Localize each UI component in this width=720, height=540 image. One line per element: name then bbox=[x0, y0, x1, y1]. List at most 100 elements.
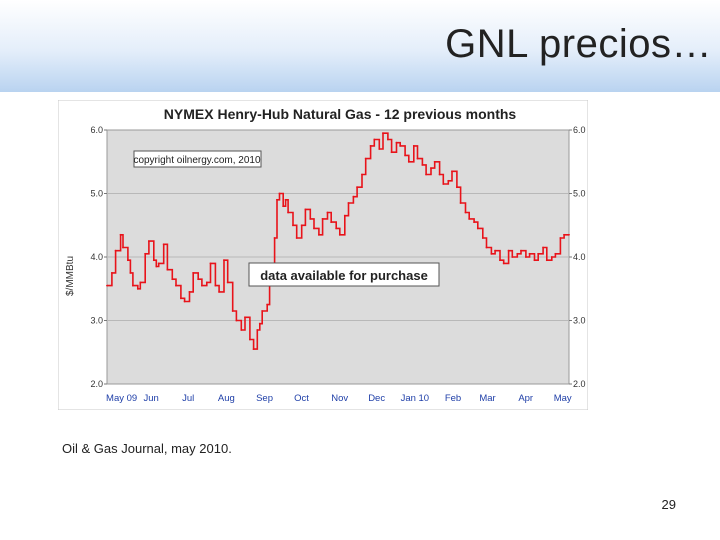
data-point bbox=[197, 278, 200, 281]
data-point bbox=[442, 183, 445, 185]
data-point bbox=[252, 348, 255, 350]
data-point bbox=[520, 249, 522, 252]
data-point bbox=[343, 214, 346, 217]
data-point bbox=[278, 192, 281, 195]
data-point bbox=[525, 256, 527, 258]
data-point bbox=[180, 297, 182, 300]
data-point bbox=[563, 233, 565, 236]
data-point bbox=[258, 322, 261, 325]
data-point bbox=[226, 281, 229, 284]
data-point bbox=[490, 252, 493, 255]
x-tick-label: May 09 bbox=[106, 393, 137, 404]
purchase-note-text: data available for purchase bbox=[260, 268, 428, 283]
copyright-text: copyright oilnergy.com, 2010 bbox=[133, 155, 261, 166]
data-point bbox=[425, 173, 427, 176]
series-layer bbox=[106, 132, 570, 350]
data-point bbox=[464, 211, 467, 214]
data-point bbox=[132, 284, 134, 287]
data-point bbox=[516, 252, 519, 255]
x-tick-label: Nov bbox=[331, 393, 348, 404]
data-point bbox=[352, 195, 355, 198]
data-point bbox=[369, 145, 372, 147]
data-point bbox=[183, 300, 186, 303]
data-point bbox=[249, 338, 251, 341]
data-point bbox=[507, 249, 510, 252]
data-point bbox=[378, 148, 381, 150]
data-point bbox=[139, 281, 142, 284]
data-point bbox=[287, 211, 289, 214]
data-point bbox=[111, 272, 113, 274]
data-point bbox=[106, 284, 108, 287]
data-point bbox=[433, 160, 436, 163]
data-point bbox=[318, 233, 320, 236]
data-point bbox=[451, 170, 453, 173]
data-point bbox=[155, 265, 158, 268]
data-point bbox=[218, 291, 221, 293]
data-point bbox=[511, 256, 514, 258]
data-point bbox=[162, 243, 165, 246]
data-point bbox=[175, 284, 177, 287]
data-point bbox=[205, 281, 208, 284]
data-point bbox=[468, 218, 471, 220]
data-point bbox=[537, 252, 540, 255]
data-point bbox=[136, 287, 139, 290]
slide-header: GNL precios… bbox=[0, 0, 720, 92]
purchase-note-box: data available for purchase bbox=[248, 262, 440, 287]
data-point bbox=[209, 262, 212, 265]
y-tick-label-right: 4.0 bbox=[573, 252, 586, 262]
data-point bbox=[114, 249, 117, 252]
data-point bbox=[499, 259, 501, 262]
page-number: 29 bbox=[661, 497, 676, 512]
data-point bbox=[382, 132, 384, 135]
data-point bbox=[404, 154, 406, 157]
slide-title: GNL precios… bbox=[445, 22, 712, 66]
data-point bbox=[284, 198, 287, 201]
data-point bbox=[390, 151, 393, 154]
series-line bbox=[107, 132, 569, 350]
natural-gas-price-chart: NYMEX Henry-Hub Natural Gas - 12 previou… bbox=[58, 100, 588, 410]
data-point bbox=[361, 173, 363, 176]
data-point bbox=[256, 329, 259, 331]
data-point bbox=[223, 259, 225, 262]
copyright-box: copyright oilnergy.com, 2010 bbox=[133, 150, 262, 168]
x-tick-label: Aug bbox=[218, 393, 235, 404]
data-point bbox=[533, 259, 536, 262]
gridlines bbox=[104, 129, 572, 385]
data-point bbox=[373, 138, 376, 141]
data-point bbox=[399, 145, 402, 147]
data-point bbox=[295, 237, 298, 239]
data-point bbox=[494, 249, 496, 252]
x-tick-label: Jan 10 bbox=[401, 393, 430, 404]
data-point bbox=[459, 202, 462, 204]
y-tick-label-right: 5.0 bbox=[573, 189, 586, 199]
data-point bbox=[244, 316, 246, 319]
data-point bbox=[119, 233, 122, 236]
data-point bbox=[395, 141, 398, 144]
data-point bbox=[559, 237, 562, 239]
data-point bbox=[568, 233, 570, 236]
data-point bbox=[192, 272, 195, 274]
data-point bbox=[261, 310, 264, 312]
y-tick-label-right: 3.0 bbox=[573, 316, 586, 326]
chart-title: NYMEX Henry-Hub Natural Gas - 12 previou… bbox=[164, 106, 517, 122]
x-tick-label: Dec bbox=[368, 393, 385, 404]
data-point bbox=[330, 221, 333, 223]
data-point bbox=[214, 284, 217, 287]
data-point bbox=[338, 233, 341, 236]
data-point bbox=[473, 221, 475, 223]
source-caption: Oil & Gas Journal, may 2010. bbox=[62, 441, 232, 456]
y-tick-label-left: 4.0 bbox=[90, 252, 103, 262]
data-point bbox=[235, 319, 238, 322]
data-point bbox=[282, 205, 285, 208]
data-point bbox=[481, 237, 484, 239]
data-point bbox=[416, 157, 419, 160]
x-tick-label: Jun bbox=[144, 393, 159, 404]
data-point bbox=[476, 227, 479, 230]
data-point bbox=[152, 259, 155, 262]
x-tick-label: Oct bbox=[294, 393, 309, 404]
data-point bbox=[273, 237, 276, 239]
data-point bbox=[321, 218, 324, 220]
chart-container: NYMEX Henry-Hub Natural Gas - 12 previou… bbox=[58, 100, 588, 410]
data-point bbox=[166, 268, 169, 271]
data-point bbox=[356, 186, 358, 189]
